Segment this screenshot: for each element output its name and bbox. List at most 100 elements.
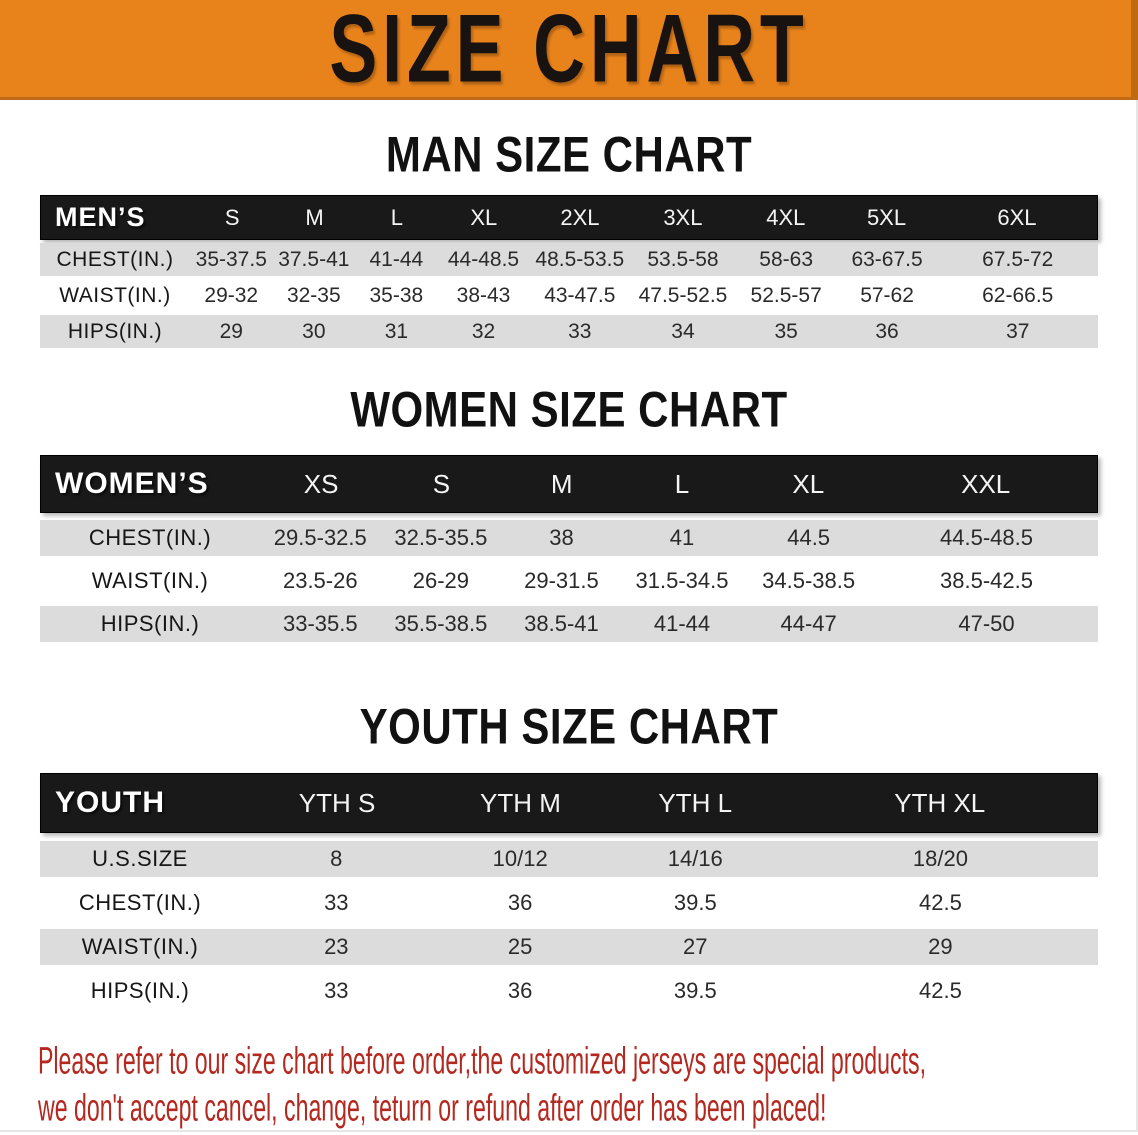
measurement-value: 53.5-58 xyxy=(647,247,719,271)
measurement-row-label: CHEST(IN.) xyxy=(56,247,174,271)
measurement-value: 41-44 xyxy=(369,247,424,271)
measurement-row-label: WAIST(IN.) xyxy=(81,934,199,959)
measurement-value: 44.5 xyxy=(787,525,831,550)
size-column-header: 5XL xyxy=(866,204,907,230)
table-header-label: WOMEN’S xyxy=(55,467,209,500)
measurement-value: 33 xyxy=(324,890,349,915)
size-column-header: YTH XL xyxy=(894,787,986,818)
measurement-value: 47.5-52.5 xyxy=(638,283,728,307)
measurement-value: 29 xyxy=(928,934,953,959)
measurement-row: WAIST(IN.) 29-32 32-35 35-38 38-43 43-47.5 47.… xyxy=(40,279,1098,312)
measurement-value: 38.5-41 xyxy=(524,611,599,636)
measurement-value: 37.5-41 xyxy=(278,247,350,271)
table-header-row: MEN’S S M L XL 2XL 3XL 4XL 5XL 6XL xyxy=(40,195,1098,240)
size-column-header: L xyxy=(390,204,404,230)
women-chart-title: WOMEN SIZE CHART xyxy=(350,381,788,438)
measurement-row: WAIST(IN.) 23 25 27 29 xyxy=(40,929,1098,965)
measurement-value: 44.5-48.5 xyxy=(940,525,1033,550)
size-column-header: XL xyxy=(470,204,498,230)
size-column-header: 6XL xyxy=(997,204,1037,230)
size-column-header: YTH M xyxy=(480,787,561,818)
measurement-value: 34.5-38.5 xyxy=(762,568,856,593)
man-size-table: MEN’S S M L XL 2XL 3XL 4XL 5XL 6XL CHEST(IN.) 35-37… xyxy=(40,195,1098,348)
measurement-value: 35-38 xyxy=(369,283,424,307)
measurement-value: 42.5 xyxy=(919,890,962,915)
measurement-value: 39.5 xyxy=(673,890,717,915)
measurement-value: 47-50 xyxy=(958,611,1015,636)
size-column-header: 3XL xyxy=(663,204,703,230)
measurement-value: 18/20 xyxy=(912,846,968,871)
size-column-header: XL xyxy=(792,468,825,499)
measurement-value: 36 xyxy=(507,978,533,1003)
measurement-value: 31 xyxy=(384,319,409,343)
measurement-value: 32-35 xyxy=(286,283,341,307)
size-column-header: M xyxy=(550,468,573,499)
measurement-value: 34 xyxy=(671,319,695,343)
measurement-value: 25 xyxy=(507,934,533,959)
measurement-value: 38-43 xyxy=(456,283,511,307)
page-title: SIZE CHART xyxy=(329,0,809,103)
measurement-value: 67.5-72 xyxy=(982,247,1054,271)
measurement-value: 23.5-26 xyxy=(282,568,358,593)
measurement-row: HIPS(IN.) 33-35.5 35.5-38.5 38.5-41 41-44 44-… xyxy=(40,606,1098,642)
size-column-header: S xyxy=(432,468,451,499)
measurement-value: 44-47 xyxy=(780,611,837,636)
disclaimer-line-2: we don't accept cancel, change, teturn o… xyxy=(38,1086,827,1130)
youth-size-table: YOUTH YTH S YTH M YTH L YTH XL U.S.SIZE 8 10/12… xyxy=(40,773,1098,1009)
measurement-value: 29 xyxy=(219,319,243,343)
size-column-header: L xyxy=(674,468,690,499)
measurement-value: 14/16 xyxy=(667,846,723,871)
size-column-header: 4XL xyxy=(766,204,806,230)
measurement-value: 29-31.5 xyxy=(524,568,599,593)
measurement-value: 37 xyxy=(1006,319,1030,343)
measurement-row-label: WAIST(IN.) xyxy=(59,283,171,307)
measurement-value: 57-62 xyxy=(860,283,914,307)
measurement-value: 35 xyxy=(774,319,798,343)
measurement-row: CHEST(IN.) 33 36 39.5 42.5 xyxy=(40,885,1098,921)
measurement-row-label: HIPS(IN.) xyxy=(67,319,163,343)
measurement-value: 48.5-53.5 xyxy=(535,247,625,271)
measurement-value: 35.5-38.5 xyxy=(394,611,488,636)
measurement-row-label: CHEST(IN.) xyxy=(88,525,212,550)
measurement-value: 38 xyxy=(549,525,574,550)
measurement-value: 32 xyxy=(471,319,496,343)
man-chart-title: MAN SIZE CHART xyxy=(385,126,753,183)
measurement-value: 31.5-34.5 xyxy=(635,568,729,593)
measurement-row-label: U.S.SIZE xyxy=(92,846,188,871)
measurement-row: WAIST(IN.) 23.5-26 26-29 29-31.5 31.5-34.5 34… xyxy=(40,563,1098,599)
measurement-row: HIPS(IN.) 33 36 39.5 42.5 xyxy=(40,973,1098,1009)
measurement-value: 43-47.5 xyxy=(544,283,616,307)
youth-chart-title: YOUTH SIZE CHART xyxy=(359,698,779,755)
measurement-value: 33 xyxy=(324,978,349,1003)
measurement-value: 52.5-57 xyxy=(750,283,822,307)
measurement-value: 23 xyxy=(324,934,349,959)
measurement-value: 29.5-32.5 xyxy=(273,525,367,550)
measurement-value: 62-66.5 xyxy=(982,283,1054,307)
banner: SIZE CHART xyxy=(0,0,1138,102)
measurement-value: 26-29 xyxy=(412,568,469,593)
measurement-value: 63-67.5 xyxy=(851,247,923,271)
table-header-row: YOUTH YTH S YTH M YTH L YTH XL xyxy=(40,773,1098,833)
measurement-value: 35-37.5 xyxy=(195,247,267,271)
size-column-header: S xyxy=(224,204,240,230)
measurement-row: U.S.SIZE 8 10/12 14/16 18/20 xyxy=(40,841,1098,877)
measurement-value: 33-35.5 xyxy=(282,611,358,636)
measurement-value: 36 xyxy=(875,319,899,343)
measurement-row-label: CHEST(IN.) xyxy=(78,890,202,915)
size-column-header: XXL xyxy=(961,468,1011,499)
measurement-value: 27 xyxy=(683,934,708,959)
size-column-header: YTH S xyxy=(298,787,376,818)
measurement-value: 32.5-35.5 xyxy=(394,525,488,550)
size-column-header: M xyxy=(305,204,324,230)
measurement-value: 29-32 xyxy=(204,283,259,307)
measurement-value: 10/12 xyxy=(492,846,548,871)
size-column-header: 2XL xyxy=(560,204,600,230)
measurement-row-label: WAIST(IN.) xyxy=(91,568,209,593)
women-size-table: WOMEN’S XS S M L XL XXL CHEST(IN.) 29.5-32.5 32.5… xyxy=(40,455,1098,642)
measurement-row: CHEST(IN.) 29.5-32.5 32.5-35.5 38 41 44.5 44.5… xyxy=(40,520,1098,556)
measurement-value: 42.5 xyxy=(919,978,962,1003)
size-column-header: YTH L xyxy=(658,787,733,818)
measurement-value: 58-63 xyxy=(759,247,814,271)
table-header-label: MEN’S xyxy=(55,202,146,232)
measurement-row: CHEST(IN.) 35-37.5 37.5-41 41-44 44-48.5 48.5… xyxy=(40,243,1098,276)
